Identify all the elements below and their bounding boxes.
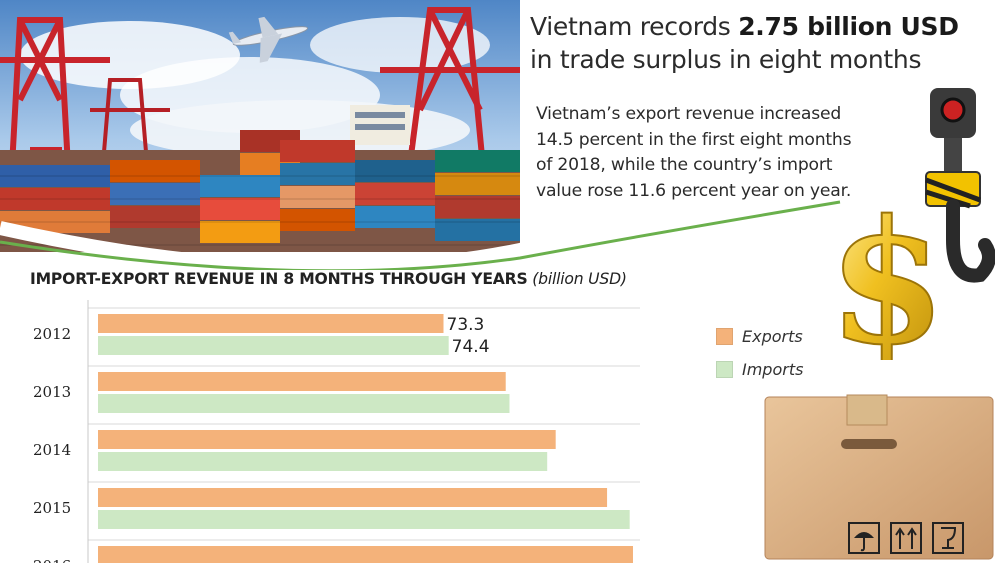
fragile-glass-icon [932,522,964,554]
legend-swatch-imports [716,361,733,378]
bar-value-label: 73.3 [447,315,485,335]
legend-swatch-exports [716,328,733,345]
lead-line: value rose 11.6 percent year on year. [536,180,852,201]
chart-title-unit: (billion USD) [532,270,627,288]
imports-bar-2012 [98,336,449,355]
year-tick-label: 2013 [33,383,71,401]
lead-line: 14.5 percent in the first eight months [536,129,852,150]
exports-bar-2013 [98,372,506,391]
svg-text:$: $ [828,183,946,360]
imports-bar-2013 [98,394,510,413]
airplane-icon [228,16,309,63]
chart-legend: Exports Imports [716,320,803,386]
year-tick-label: 2015 [33,499,71,517]
exports-bar-2016 [98,546,633,563]
this-side-up-icon [890,522,922,554]
legend-item-imports: Imports [716,353,803,386]
imports-bar-2014 [98,452,548,471]
crane-dollar-illustration: $ [827,88,995,360]
chart-title: IMPORT-EXPORT REVENUE IN 8 MONTHS THROUG… [30,270,627,288]
headline-prefix: Vietnam records [530,12,739,41]
exports-bar-2012 [98,314,444,333]
exports-bar-2015 [98,488,608,507]
dollar-sign-icon: $ [827,182,947,360]
bar-value-label: 74.4 [452,337,490,357]
lead-paragraph: Vietnam’s export revenue increased 14.5 … [536,102,921,204]
green-swoosh-divider [0,190,841,270]
chart-title-main: IMPORT-EXPORT REVENUE IN 8 MONTHS THROUG… [30,270,528,288]
year-tick-label: 2012 [33,325,71,343]
crane-hook-icon [925,88,995,283]
imports-bar-2015 [98,510,630,529]
umbrella-icon [848,522,880,554]
year-tick-label: 2016 [33,557,71,563]
cardboard-box-icon [764,394,994,560]
headline-amount: 2.75 billion USD [738,12,959,41]
revenue-bar-chart: 2012 73.374.4 2013 2014 2015 2016 [33,300,640,563]
lead-line: Vietnam’s export revenue increased [536,104,842,124]
headline-line-2: in trade surplus in eight months [530,45,922,74]
headline-line-1: Vietnam records 2.75 billion USD [530,10,970,43]
legend-item-exports: Exports [716,320,803,353]
year-tick-label: 2014 [33,441,71,459]
lead-line: of 2018, while the country’s import [536,155,833,175]
headline: Vietnam records 2.75 billion USD in trad… [530,10,970,76]
legend-label-exports: Exports [742,327,803,346]
legend-label-imports: Imports [742,360,804,379]
exports-bar-2014 [98,430,556,449]
